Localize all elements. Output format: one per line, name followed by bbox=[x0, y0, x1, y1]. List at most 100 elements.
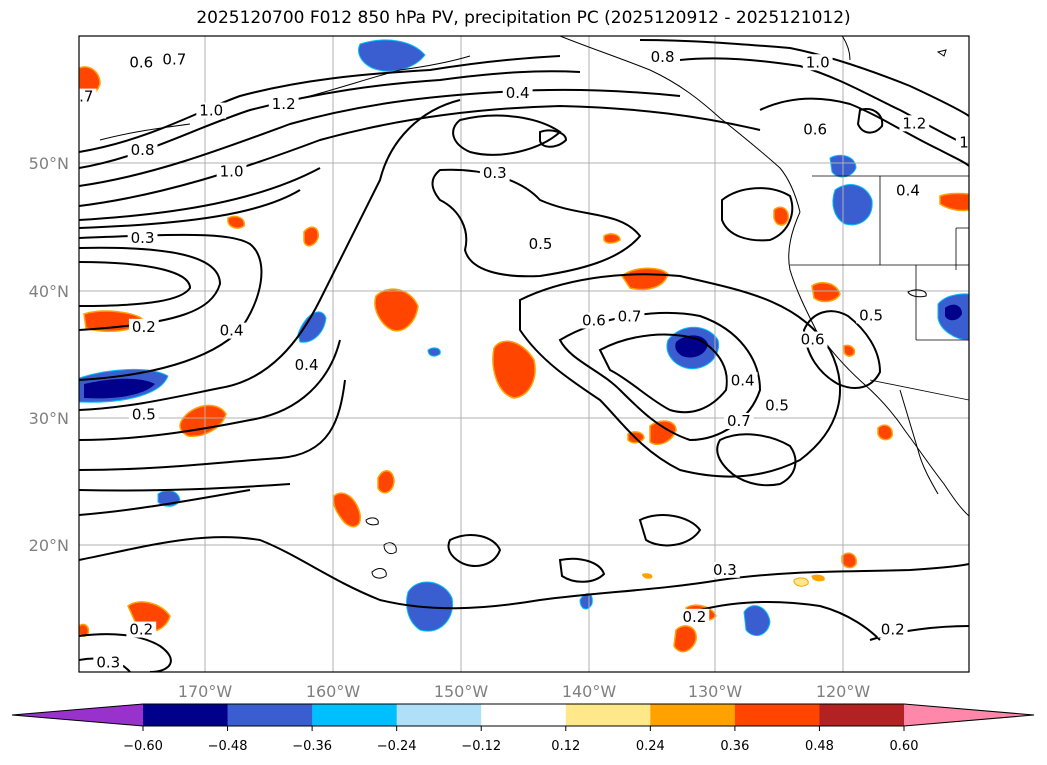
contour-label-bg bbox=[679, 608, 710, 625]
colorbar-tick-label: −0.48 bbox=[208, 739, 248, 754]
precip-positive-patch bbox=[939, 192, 969, 212]
contour-label-bg bbox=[502, 84, 533, 101]
contour-label: 0.7 bbox=[70, 88, 94, 106]
map-title: 2025120700 F012 850 hPa PV, precipitatio… bbox=[196, 8, 851, 28]
contour-label: 0.5 bbox=[529, 235, 553, 253]
precip-positive-patch bbox=[811, 574, 825, 582]
precip-positive-patch bbox=[374, 288, 419, 332]
colorbar-extend-low bbox=[12, 704, 143, 726]
contour-label-bg bbox=[127, 142, 158, 159]
precip-negative-patch bbox=[297, 311, 327, 343]
lat-label-40n: 40°N bbox=[29, 282, 69, 301]
contour-label: 1.0 bbox=[199, 102, 223, 120]
lat-label-30n: 30°N bbox=[29, 409, 69, 428]
contour-label: 0.2 bbox=[881, 621, 905, 639]
contour-label-bg bbox=[614, 308, 645, 325]
contour-label-bg bbox=[723, 412, 754, 429]
colorbar-segment bbox=[143, 704, 229, 726]
contour-label-bg bbox=[899, 115, 930, 132]
contour-label: 0.6 bbox=[803, 121, 827, 139]
contour-label: 0.2 bbox=[129, 621, 153, 639]
precip-positive-patch bbox=[332, 492, 361, 528]
latitude-labels: 50°N 40°N 30°N 20°N bbox=[29, 154, 69, 555]
precip-negative-core bbox=[945, 304, 962, 321]
contour-label-bg bbox=[955, 134, 969, 151]
contour-label: 0.5 bbox=[859, 306, 883, 324]
contour-label: 0.3 bbox=[96, 654, 120, 672]
contour-label-bg bbox=[579, 312, 609, 329]
contour-label-bg bbox=[93, 654, 124, 671]
contour-label-bg bbox=[159, 51, 190, 68]
contour-label-bg bbox=[216, 322, 247, 339]
contour-label: 0.2 bbox=[132, 318, 156, 336]
contour-label: 1. bbox=[959, 133, 973, 151]
precip-negative-patch bbox=[358, 39, 426, 72]
contour-label: 1.0 bbox=[220, 163, 244, 181]
contour-label-bg bbox=[479, 164, 510, 181]
contour-label-bg bbox=[856, 307, 886, 324]
colorbar-tick-label: 0.24 bbox=[636, 739, 665, 754]
lon-label-150w: 150°W bbox=[434, 682, 489, 701]
contour-label: 0.5 bbox=[765, 397, 789, 415]
precip-positive-patch bbox=[642, 573, 653, 579]
contour-label-bg bbox=[797, 331, 828, 348]
contour-label-bg bbox=[877, 621, 908, 638]
colorbar-extend-high bbox=[904, 704, 1034, 726]
colorbar-tick-label: 0.48 bbox=[805, 739, 834, 754]
lat-label-50n: 50°N bbox=[29, 154, 69, 173]
longitude-labels: 170°W 160°W 150°W 140°W 130°W 120°W bbox=[178, 682, 871, 701]
precip-positive-patch bbox=[877, 424, 893, 441]
contour-label: 0.6 bbox=[129, 53, 153, 71]
map-frame bbox=[78, 35, 970, 673]
contour-label-bg bbox=[802, 54, 833, 71]
precip-positive-patch bbox=[773, 206, 789, 226]
pv-contours bbox=[79, 39, 969, 672]
contour-label: 0.4 bbox=[506, 84, 530, 102]
colorbar-segment bbox=[565, 704, 651, 726]
precip-negative-patch bbox=[427, 347, 441, 357]
contour-label-bg bbox=[647, 49, 678, 66]
precip-positive-patch bbox=[793, 577, 809, 587]
precip-positive-patch bbox=[227, 215, 245, 229]
contour-label-bg bbox=[126, 54, 157, 71]
colorbar-tick-label: 0.12 bbox=[551, 739, 580, 754]
lon-label-160w: 160°W bbox=[306, 682, 361, 701]
colorbar-tick-label: −0.12 bbox=[461, 739, 501, 754]
contour-label: 0.2 bbox=[682, 608, 706, 626]
lon-label-140w: 140°W bbox=[562, 682, 617, 701]
contour-label-bg bbox=[800, 121, 831, 138]
colorbar-segment bbox=[396, 704, 482, 726]
lat-label-20n: 20°N bbox=[29, 536, 69, 555]
contour-label: 0.3 bbox=[131, 229, 155, 247]
contour-label: 0.7 bbox=[618, 308, 642, 326]
contour-label: 0.6 bbox=[801, 331, 825, 349]
contour-label-bg bbox=[268, 96, 299, 113]
precip-positive-patch bbox=[492, 340, 536, 399]
contour-label: 0.4 bbox=[295, 356, 319, 374]
contour-label: 0.3 bbox=[713, 561, 737, 579]
precip-positive-patch bbox=[649, 420, 677, 446]
precip-positive-patch bbox=[843, 344, 856, 357]
contour-label: 0.5 bbox=[132, 406, 156, 424]
contour-label: 0.4 bbox=[731, 371, 755, 389]
contour-label: 0.6 bbox=[582, 311, 606, 329]
lon-label-130w: 130°W bbox=[688, 682, 743, 701]
contour-label-bg bbox=[79, 88, 97, 105]
colorbar-segment bbox=[481, 704, 567, 726]
contour-label-bg bbox=[709, 561, 740, 578]
contour-label-bg bbox=[762, 397, 792, 414]
precip-positive-patch bbox=[603, 233, 621, 244]
precip-positive-patch bbox=[811, 281, 841, 303]
contour-label: 0.8 bbox=[651, 48, 675, 66]
precip-negative-patch bbox=[832, 184, 873, 226]
contour-label-bg bbox=[128, 406, 159, 423]
colorbar-segment bbox=[819, 704, 905, 726]
contour-label: 0.7 bbox=[727, 412, 751, 430]
contour-label-bg bbox=[727, 372, 758, 389]
contour-label-bg bbox=[525, 236, 556, 253]
contour-label: 1.2 bbox=[902, 114, 926, 132]
contour-label: 0.7 bbox=[162, 51, 186, 69]
contour-label: 0.8 bbox=[131, 141, 155, 159]
precip-negative-patch bbox=[743, 605, 771, 637]
colorbar-tick-label: −0.36 bbox=[292, 739, 332, 754]
